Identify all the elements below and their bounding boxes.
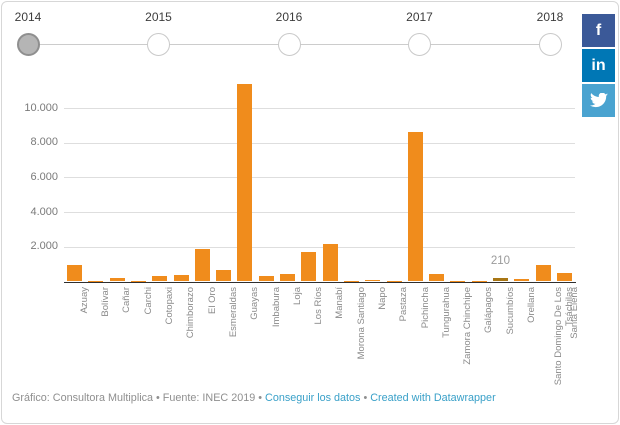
y-tick-6.000: 6.000 — [30, 170, 58, 183]
x-label-morona-santiago: Morona Santiago — [355, 287, 367, 360]
bar-pichincha[interactable] — [407, 132, 423, 282]
twitter-share-button[interactable] — [582, 84, 615, 117]
x-label-el-oro: El Oro — [206, 287, 218, 314]
year-label-2014: 2014 — [14, 10, 42, 24]
x-label-los-rios: Los Ríos — [313, 287, 325, 325]
bar-imbabura[interactable] — [258, 276, 274, 282]
bar-tungurahua[interactable] — [429, 274, 445, 282]
separator: • — [258, 392, 263, 404]
gridline-4.000 — [64, 212, 575, 214]
chart-footer: Gráfico: Consultora Multiplica • Fuente:… — [12, 392, 496, 404]
x-label-bolivar: Bolívar — [100, 287, 112, 317]
bar-santo-domingo-de-los-tsachilas[interactable] — [535, 265, 551, 282]
get-data-link[interactable]: Conseguir los datos — [265, 392, 361, 404]
x-axis-line — [64, 281, 576, 283]
linkedin-icon: in — [591, 56, 606, 74]
separator: • — [156, 392, 160, 404]
year-stop-2014[interactable] — [16, 32, 40, 56]
x-label-galapagos: Galápagos — [483, 287, 495, 333]
bar-napo[interactable] — [365, 279, 381, 282]
facebook-icon: f — [595, 21, 602, 39]
x-label-tungurahua: Tungurahua — [440, 287, 452, 338]
year-stop-2018[interactable] — [538, 32, 562, 56]
x-label-orellana: Orellana — [526, 287, 538, 323]
gridline-8.000 — [64, 142, 575, 144]
linkedin-share-button[interactable]: in — [582, 49, 615, 82]
x-label-chimborazo: Chimborazo — [185, 287, 197, 339]
bar-el-oro[interactable] — [194, 248, 210, 282]
bar-loja[interactable] — [280, 273, 296, 282]
x-label-pastaza: Pastaza — [398, 287, 410, 322]
bar-santa-elena[interactable] — [556, 272, 572, 282]
x-label-imbabura: Imbabura — [270, 287, 282, 328]
gridline-2.000 — [64, 246, 575, 248]
twitter-bird-icon — [589, 93, 608, 108]
x-label-napo: Napo — [376, 287, 388, 310]
year-label-2017: 2017 — [406, 10, 433, 24]
x-label-azuay: Azuay — [78, 287, 90, 314]
bar-value-label: 210 — [490, 255, 511, 267]
bar-esmeraldas[interactable] — [216, 270, 232, 282]
x-label-esmeraldas: Esmeraldas — [227, 287, 239, 338]
year-label-2016: 2016 — [275, 10, 303, 24]
bar-los-rios[interactable] — [301, 252, 317, 282]
y-tick-4.000: 4.000 — [30, 205, 58, 218]
separator: • — [363, 392, 368, 404]
bar-manabi[interactable] — [322, 244, 338, 282]
y-tick-8.000: 8.000 — [30, 136, 58, 149]
x-label-guayas: Guayas — [249, 287, 261, 320]
x-label-santa-elena: Santa Elena — [568, 287, 580, 339]
bar-azuay[interactable] — [67, 265, 83, 282]
x-label-sucumbios: Sucumbíos — [504, 287, 516, 335]
created-with-link[interactable]: Created with Datawrapper — [370, 392, 496, 404]
y-tick-10.000: 10.000 — [24, 101, 58, 114]
y-tick-2.000: 2.000 — [30, 240, 58, 253]
gridline-10.000 — [64, 108, 575, 109]
x-label-zamora-chinchipe: Zamora Chinchipe — [462, 287, 474, 365]
bar-chimborazo[interactable] — [173, 275, 189, 282]
x-label-pichincha: Pichincha — [419, 287, 431, 329]
bar-canar[interactable] — [109, 278, 125, 282]
bar-orellana[interactable] — [514, 279, 530, 282]
x-label-cotopaxi: Cotopaxi — [164, 287, 176, 325]
x-label-manabi: Manabí — [334, 287, 346, 319]
year-label-2015: 2015 — [145, 10, 172, 24]
credit-text: Gráfico: Consultora Multiplica — [12, 392, 154, 404]
gridline-6.000 — [64, 177, 575, 179]
x-label-canar: Cañar — [121, 287, 133, 313]
year-stop-2015[interactable] — [147, 32, 170, 56]
year-label-2018: 2018 — [536, 10, 564, 24]
year-stop-2017[interactable] — [408, 32, 431, 56]
x-label-loja: Loja — [291, 287, 303, 305]
year-stop-2016[interactable] — [277, 32, 301, 56]
bar-cotopaxi[interactable] — [152, 276, 168, 282]
x-label-carchi: Carchi — [142, 287, 154, 315]
bar-guayas[interactable] — [237, 83, 253, 282]
bar-sucumbios[interactable] — [492, 277, 508, 282]
source-text: Fuente: INEC 2019 — [162, 392, 256, 404]
facebook-share-button[interactable]: f — [582, 14, 615, 47]
